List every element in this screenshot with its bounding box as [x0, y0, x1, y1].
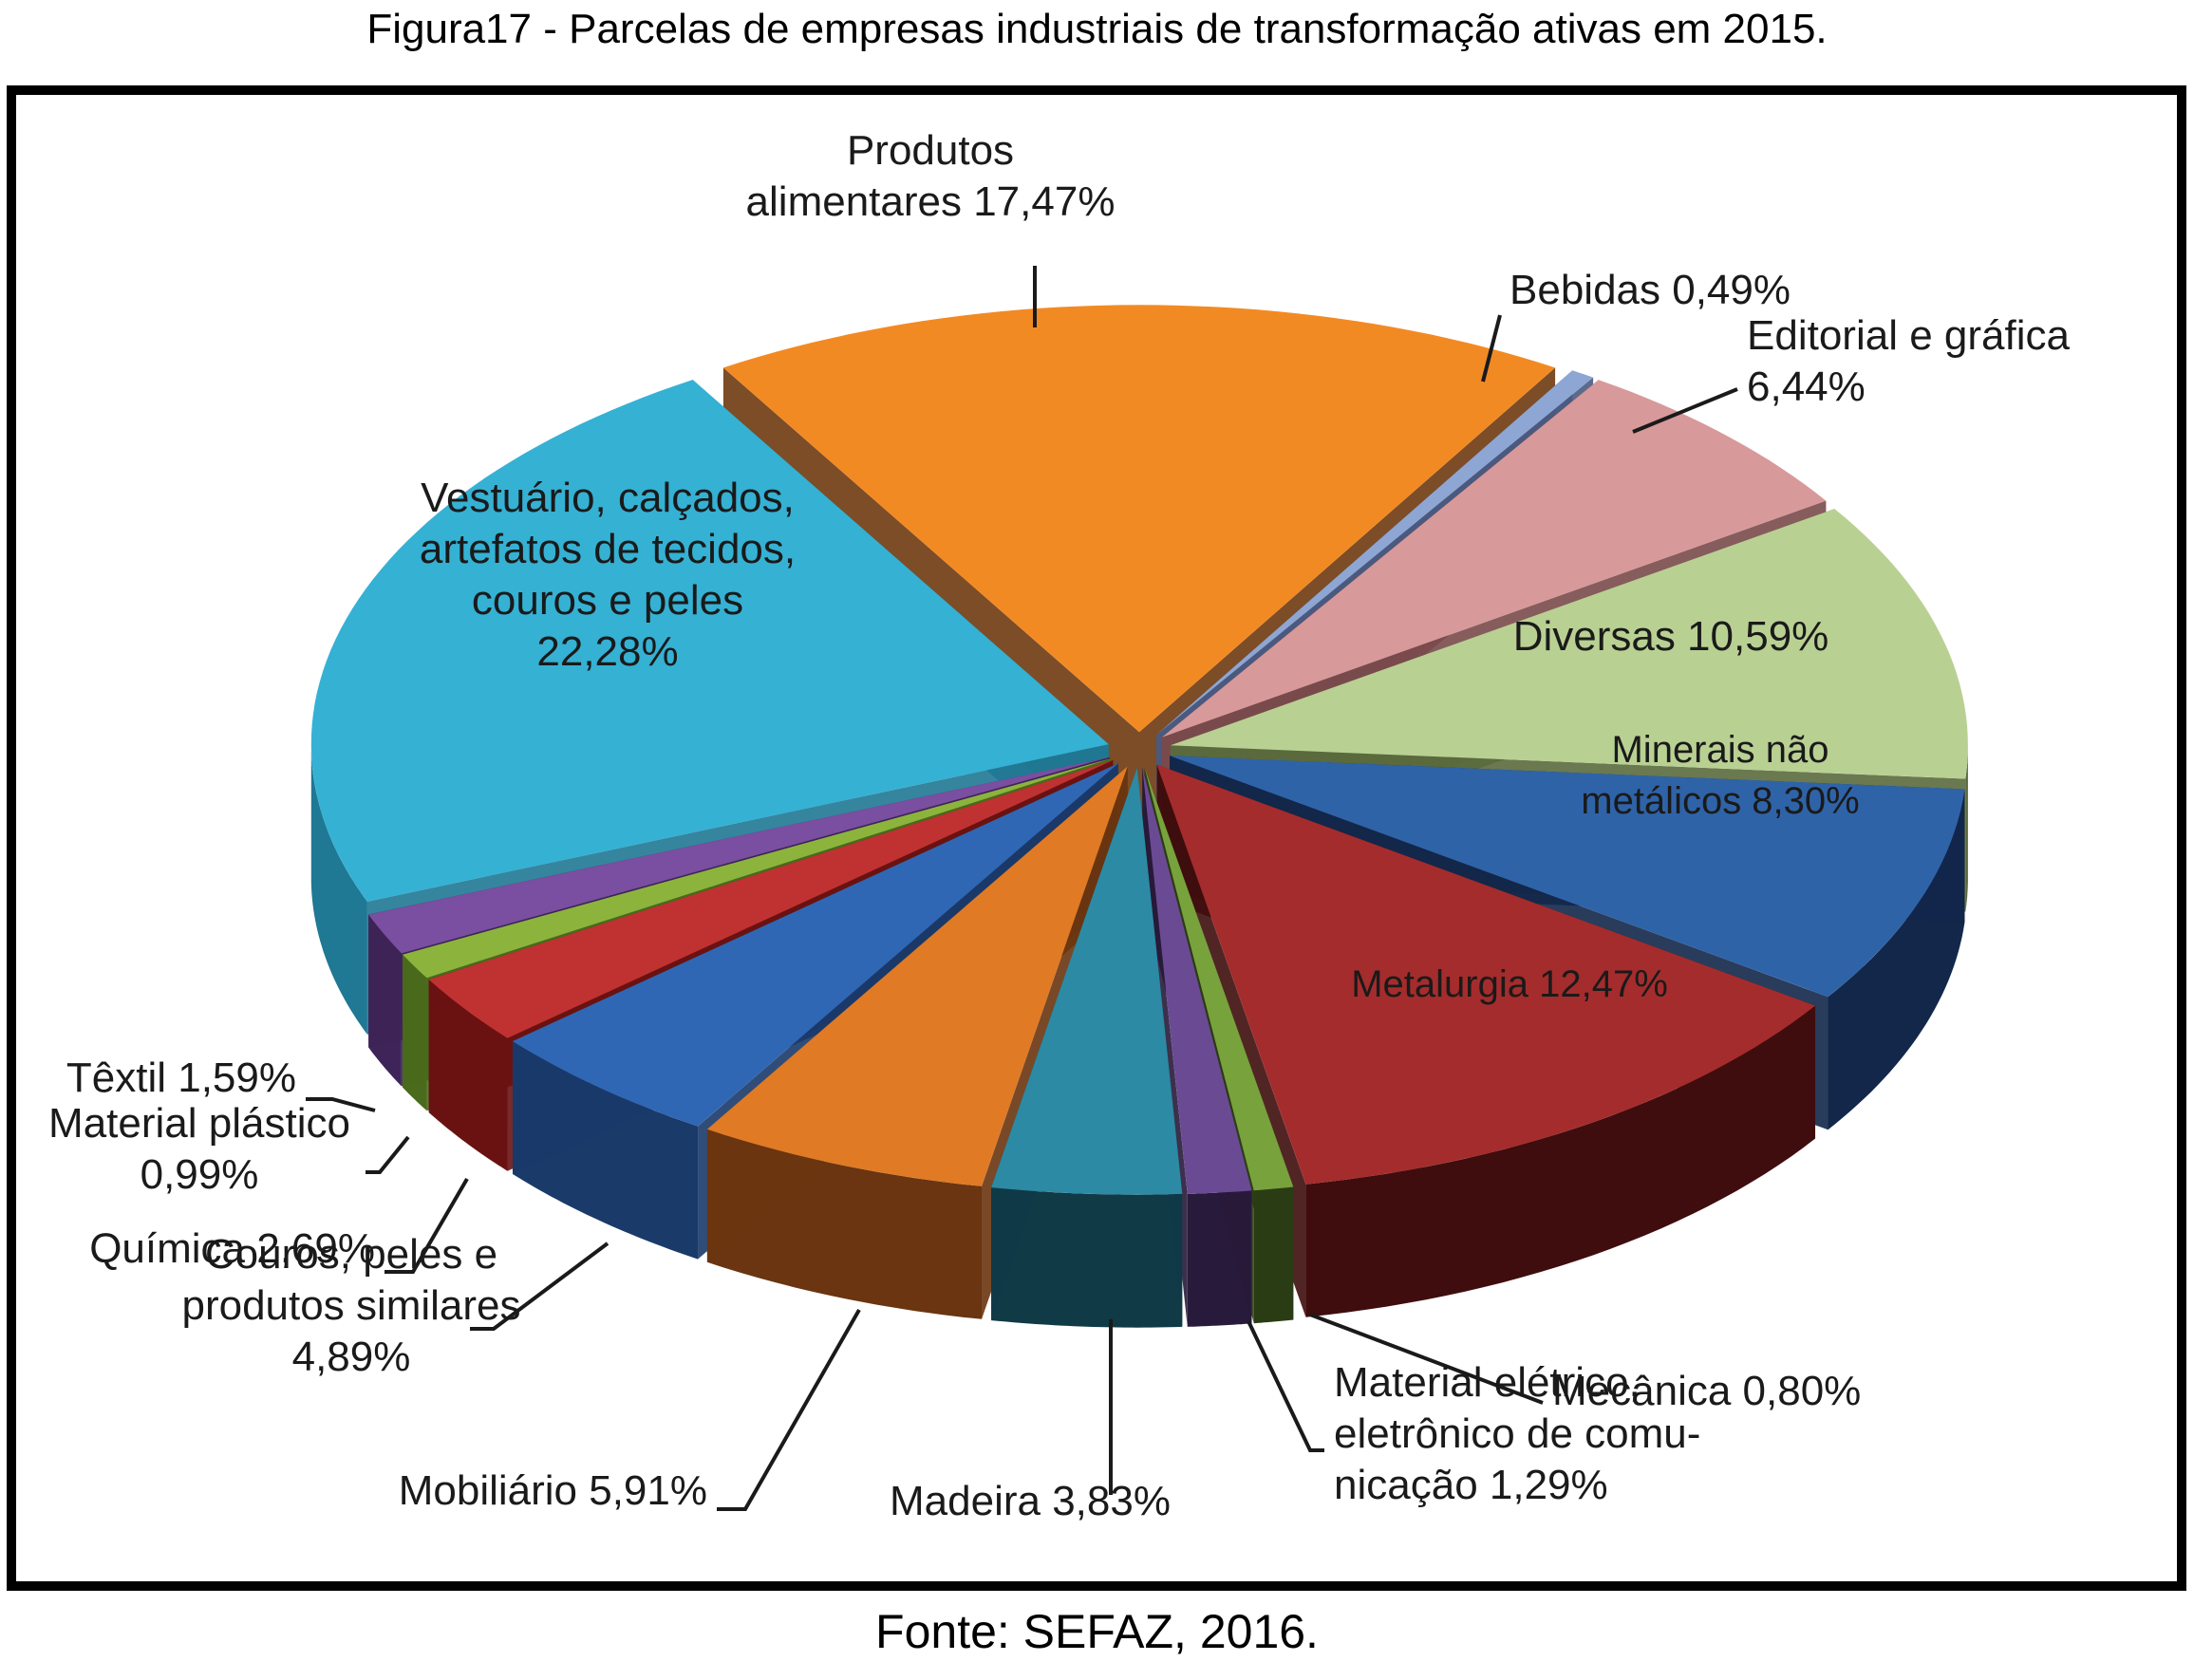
- pie-slice-side: [1828, 789, 1965, 1130]
- pie-slice-mobili-rio: [706, 766, 1128, 1186]
- slice-label: Mecânica 0,80%: [1552, 1368, 1861, 1414]
- leader-line: [366, 1135, 410, 1174]
- pie-slice-editorial-e-gr-fica: [1162, 380, 1827, 737]
- slice-label: Metalurgia 12,47%: [1351, 963, 1668, 1005]
- leader-line: [1309, 1313, 1544, 1405]
- pie-slice-vestu-rio-cal-ados-artefatos-de-tecidos-couros-e-peles: [310, 380, 1109, 902]
- leader-line: [384, 1177, 469, 1274]
- pie-slice-material-pl-stico: [403, 758, 1112, 979]
- slice-label: Material elétrico, eletrônico de comu-nic…: [1334, 1359, 1700, 1508]
- pie-slice-minerais-n-o-met-licos: [1170, 756, 1965, 998]
- slice-label: Produtos alimentares 17,47%: [746, 127, 1116, 225]
- pie-slice-side: [1965, 745, 1968, 912]
- chart-title: Figura17 - Parcelas de empresas industri…: [366, 6, 1828, 52]
- leader-line: [1247, 1320, 1324, 1452]
- pie-slice-metalurgia: [1156, 764, 1815, 1185]
- leader-line: [1632, 387, 1738, 434]
- slice-label: Química 2,69%: [89, 1225, 375, 1272]
- pie-slice-side: [310, 744, 367, 1035]
- pie-slice-qu-mica: [428, 759, 1114, 1038]
- leader-line: [1481, 314, 1502, 383]
- pie-slice-t-xtil: [368, 756, 1111, 954]
- pie-slice-madeira: [991, 767, 1183, 1195]
- slice-label: Têxtil 1,59%: [66, 1055, 296, 1101]
- slice-label: Diversas 10,59%: [1513, 613, 1829, 660]
- slice-label: Bebidas 0,49%: [1510, 267, 1791, 313]
- slice-label: Material plástico 0,99%: [48, 1100, 350, 1198]
- slice-label: Couros, peles e produtos similares 4,89%: [181, 1231, 520, 1380]
- pie-slice-produtos-alimentares: [722, 305, 1556, 733]
- leader-line: [306, 1097, 376, 1112]
- pie-slice-mec-nica: [1144, 767, 1294, 1191]
- slice-label: Vestuário, calçados, artefatos de tecidos…: [420, 475, 796, 675]
- leader-line: [717, 1309, 861, 1511]
- pie-slice-material-el-trico-eletr-nico-de-comunica-o: [1142, 767, 1252, 1194]
- pie-slice-diversas: [1170, 509, 1968, 779]
- slice-label: Mobiliário 5,91%: [399, 1467, 707, 1514]
- pie-slice-bebidas: [1156, 370, 1594, 736]
- pie-slice-couros-peles-e-produtos-similares: [513, 763, 1118, 1127]
- slice-label: Editorial e gráfica 6,44%: [1747, 312, 2070, 410]
- slice-label: Madeira 3,83%: [890, 1478, 1171, 1524]
- pie-slice-side: [991, 1187, 1183, 1328]
- slice-label: Minerais não metálicos 8,30%: [1581, 729, 1859, 822]
- leader-line: [470, 1241, 609, 1331]
- chart-source: Fonte: SEFAZ, 2016.: [875, 1605, 1319, 1658]
